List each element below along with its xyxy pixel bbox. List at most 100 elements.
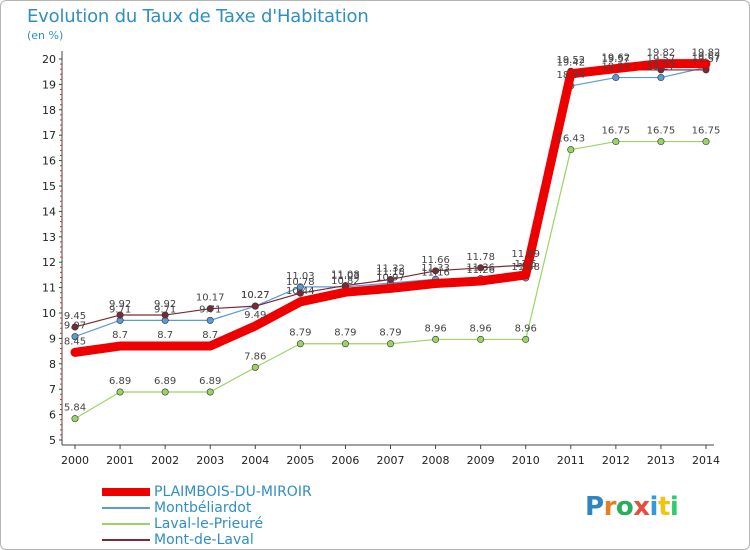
data-label: 10.44 <box>286 286 315 297</box>
series-point-2 <box>206 388 214 396</box>
data-label: 9.71 <box>154 304 176 315</box>
data-label: 16.75 <box>647 126 676 137</box>
y-tick-label: 16 <box>42 155 56 168</box>
x-tick-label: 2011 <box>557 454 585 467</box>
series-point-1 <box>206 316 214 324</box>
y-tick-label: 15 <box>42 180 56 193</box>
data-label: 11.33 <box>421 263 450 274</box>
data-label: 8.96 <box>470 323 492 334</box>
y-tick-label: 10 <box>42 307 56 320</box>
legend-swatch-montbeliardot <box>102 507 150 509</box>
data-label: 11.16 <box>421 268 450 279</box>
series-point-1 <box>71 333 79 341</box>
data-label: 9.71 <box>199 304 221 315</box>
data-label: 8.7 <box>202 330 218 341</box>
series-point-2 <box>522 335 530 343</box>
legend-swatch-laval <box>102 523 150 525</box>
x-tick-label: 2004 <box>241 454 269 467</box>
data-label: 5.84 <box>64 403 86 414</box>
logo-letter: o <box>615 492 634 522</box>
y-tick-label: 14 <box>42 205 56 218</box>
logo-letter: x <box>633 492 650 522</box>
logo-letter: i <box>649 492 659 522</box>
y-tick-label: 8 <box>49 358 56 371</box>
data-label: 9.92 <box>109 299 131 310</box>
x-tick-label: 2000 <box>61 454 89 467</box>
data-label: 9.71 <box>109 304 131 315</box>
series-point-3 <box>251 302 259 310</box>
series-point-2 <box>161 388 169 396</box>
series-point-3 <box>206 305 214 313</box>
series-point-1 <box>612 74 620 82</box>
x-tick-label: 2006 <box>331 454 359 467</box>
data-label: 10.82 <box>331 276 360 287</box>
y-tick-label: 13 <box>42 231 56 244</box>
x-tick-label: 2001 <box>106 454 134 467</box>
y-tick-label: 5 <box>49 434 56 447</box>
legend-label-plaimbois: PLAIMBOIS-DU-MIROIR <box>154 484 312 500</box>
data-label: 11.5 <box>515 259 537 270</box>
data-label: 6.89 <box>199 376 221 387</box>
axes: 5 6 7 8 9 10 11 12 13 14 15 16 17 18 19 20 2000 2001 2002 2… <box>42 51 720 467</box>
data-label: 10.27 <box>241 290 270 301</box>
series-point-2 <box>567 146 575 154</box>
data-label: 8.79 <box>334 328 356 339</box>
data-label: 10.27 <box>241 290 270 301</box>
data-label: 18.94 <box>556 70 585 81</box>
data-label: 16.75 <box>602 126 631 137</box>
data-label: 8.7 <box>157 330 173 341</box>
data-label: 6.89 <box>154 376 176 387</box>
legend-label-laval: Laval-le-Prieuré <box>154 516 264 532</box>
data-label: 11.38 <box>511 262 540 273</box>
series-point-2 <box>386 340 394 348</box>
data-label: 8.79 <box>289 328 311 339</box>
series-point-2 <box>341 340 349 348</box>
series-point-2 <box>432 335 440 343</box>
data-label: 11.26 <box>466 265 495 276</box>
series-point-3 <box>161 311 169 319</box>
series-layer <box>70 59 711 423</box>
data-label: 11.18 <box>376 267 405 278</box>
series-point-3 <box>477 264 485 272</box>
data-label: 19.27 <box>647 62 676 73</box>
series-point-2 <box>71 415 79 423</box>
data-label: 9.92 <box>154 299 176 310</box>
data-label: 19.42 <box>556 58 585 69</box>
y-tick-label: 9 <box>49 332 56 345</box>
legend-swatch-plaimbois <box>102 488 150 496</box>
data-label: 19.82 <box>692 48 721 59</box>
data-label: 7.86 <box>244 351 266 362</box>
data-label: 8.96 <box>424 323 446 334</box>
chart-title: Evolution du Taux de Taxe d'Habitation <box>27 6 369 27</box>
x-tick-label: 2008 <box>422 454 450 467</box>
series-point-2 <box>477 335 485 343</box>
data-label: 9.45 <box>64 311 86 322</box>
data-label: 8.96 <box>515 323 537 334</box>
proxiti-logo: Proxiti <box>585 492 679 522</box>
legend-label-montbeliardot: Montbéliardot <box>154 500 252 516</box>
data-label: 11.89 <box>511 249 540 260</box>
series-point-2 <box>296 340 304 348</box>
y-tick-label: 6 <box>49 409 56 422</box>
data-label: 8.79 <box>379 328 401 339</box>
x-tick-label: 2005 <box>286 454 314 467</box>
series-point-3 <box>432 267 440 275</box>
series-point-3 <box>296 289 304 297</box>
data-label: 19.27 <box>602 62 631 73</box>
data-label: 11.08 <box>331 270 360 281</box>
y-tick-label: 7 <box>49 383 56 396</box>
data-label: 19.62 <box>602 53 631 64</box>
data-label: 11.66 <box>421 255 450 266</box>
series-point-2 <box>702 138 710 146</box>
data-label: 10.78 <box>286 277 315 288</box>
y-tick-label: 12 <box>42 256 56 269</box>
data-label: 9.49 <box>244 310 266 321</box>
x-tick-label: 2003 <box>196 454 224 467</box>
y-tick-label: 11 <box>42 282 56 295</box>
data-label: 16.75 <box>692 126 721 137</box>
data-label: 10.17 <box>196 293 225 304</box>
series-point-2 <box>251 363 259 371</box>
